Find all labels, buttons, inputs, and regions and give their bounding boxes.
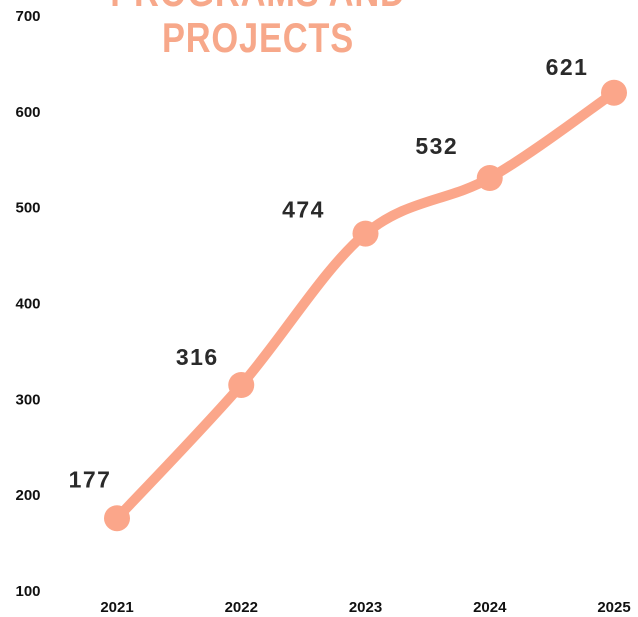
chart-title: PROJECTS <box>162 15 354 62</box>
data-label: 532 <box>415 133 458 159</box>
x-tick-label: 2025 <box>597 599 630 616</box>
y-tick-label: 400 <box>15 295 40 312</box>
point <box>476 165 503 191</box>
x-tick-label: 2022 <box>225 599 258 616</box>
x-tick-label: 2023 <box>349 599 382 616</box>
data-label: 177 <box>69 466 112 492</box>
x-tick-label: 2021 <box>100 599 133 616</box>
y-tick-label: 600 <box>15 104 40 121</box>
x-tick-label: 2024 <box>473 599 507 616</box>
y-tick-label: 100 <box>15 583 40 600</box>
chart-title: PROGRAMS AND <box>110 0 405 16</box>
point <box>104 505 130 532</box>
y-tick-label: 300 <box>15 391 40 408</box>
data-label: 474 <box>282 197 325 223</box>
point <box>352 220 379 247</box>
title-group: PROGRAMS AND PROJECTS <box>110 0 405 62</box>
y-tick-label: 200 <box>15 487 40 504</box>
data-label: 316 <box>176 344 219 370</box>
point <box>601 79 627 106</box>
y-tick-label: 500 <box>15 200 40 217</box>
data-label: 621 <box>546 54 589 80</box>
point <box>228 372 255 398</box>
y-tick-label: 700 <box>15 8 40 25</box>
line <box>112 87 619 524</box>
